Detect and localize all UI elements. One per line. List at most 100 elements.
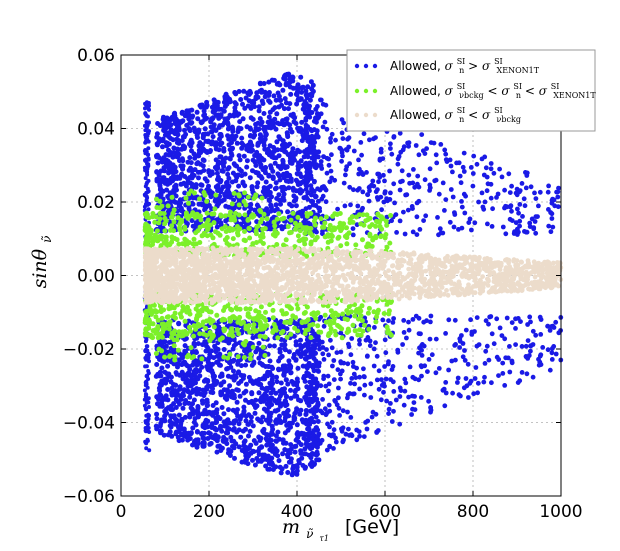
data-point	[315, 323, 321, 329]
data-point	[405, 140, 410, 146]
data-point	[321, 224, 327, 230]
data-point	[196, 127, 202, 133]
data-point	[411, 167, 416, 172]
data-point	[342, 233, 348, 239]
data-point	[173, 199, 178, 205]
data-point	[227, 360, 232, 366]
data-point	[162, 215, 168, 221]
data-point	[313, 311, 319, 317]
data-point	[204, 318, 210, 324]
data-point	[517, 378, 523, 384]
data-point	[390, 364, 396, 369]
data-point	[306, 371, 311, 377]
data-point	[219, 428, 225, 434]
data-point	[488, 314, 494, 319]
data-point	[212, 206, 218, 212]
data-point	[298, 442, 304, 448]
data-point	[219, 405, 225, 410]
data-point	[298, 346, 304, 352]
data-point	[199, 307, 205, 313]
data-point	[317, 360, 322, 366]
data-point	[165, 314, 171, 320]
data-point	[303, 194, 309, 200]
data-point	[357, 386, 362, 392]
data-point	[224, 396, 230, 402]
data-point	[162, 354, 168, 360]
data-point	[383, 232, 389, 237]
data-point	[299, 320, 305, 326]
data-point	[440, 180, 446, 186]
data-point	[286, 304, 292, 310]
data-point	[386, 406, 392, 412]
data-point	[307, 323, 313, 328]
data-point	[233, 109, 239, 115]
data-point	[146, 163, 151, 168]
data-point	[497, 166, 502, 172]
data-point	[220, 122, 225, 128]
data-point	[285, 367, 291, 373]
data-point	[154, 362, 160, 367]
data-point	[261, 157, 267, 163]
data-point	[326, 388, 331, 394]
data-point	[157, 381, 163, 387]
data-point	[205, 424, 211, 430]
data-point	[153, 237, 159, 243]
data-point	[236, 381, 242, 386]
data-points	[142, 71, 564, 478]
data-point	[421, 218, 426, 224]
data-point	[231, 357, 237, 363]
data-point	[386, 411, 391, 416]
data-point	[282, 311, 288, 317]
data-point	[373, 235, 379, 241]
data-point	[312, 222, 318, 228]
data-point	[549, 357, 555, 362]
data-point	[468, 378, 474, 384]
data-point	[249, 390, 255, 396]
data-point	[422, 363, 428, 369]
data-point	[241, 355, 247, 360]
data-point	[303, 349, 309, 354]
data-point	[402, 388, 408, 394]
data-point	[270, 387, 276, 393]
data-point	[232, 210, 238, 216]
data-point	[204, 403, 210, 409]
data-point	[499, 174, 505, 180]
data-point	[209, 335, 215, 341]
data-point	[229, 201, 235, 207]
data-point	[160, 329, 166, 335]
data-point	[449, 358, 455, 364]
data-point	[494, 316, 500, 322]
data-point	[313, 215, 318, 221]
data-point	[162, 378, 168, 384]
data-point	[364, 354, 370, 359]
data-point	[391, 408, 396, 414]
data-point	[194, 429, 200, 434]
data-point	[289, 472, 295, 478]
data-point	[363, 218, 369, 224]
data-point	[502, 383, 508, 388]
data-point	[379, 207, 384, 213]
data-point	[339, 335, 345, 341]
data-point	[232, 162, 238, 168]
data-point	[339, 158, 344, 164]
data-point	[304, 178, 310, 183]
data-point	[313, 194, 318, 200]
data-point	[261, 126, 267, 132]
data-point	[218, 362, 223, 368]
data-point	[274, 374, 279, 380]
data-point	[188, 188, 194, 194]
data-point	[212, 409, 218, 415]
data-point	[217, 132, 223, 137]
data-point	[283, 377, 289, 383]
data-point	[436, 366, 442, 371]
data-point	[343, 147, 349, 152]
data-point	[348, 415, 354, 420]
data-point	[195, 321, 201, 327]
data-point	[282, 96, 288, 102]
data-point	[423, 213, 429, 219]
data-point	[397, 187, 403, 193]
data-point	[286, 413, 292, 419]
data-point	[388, 190, 393, 196]
data-point	[504, 315, 510, 321]
data-point	[295, 214, 301, 220]
